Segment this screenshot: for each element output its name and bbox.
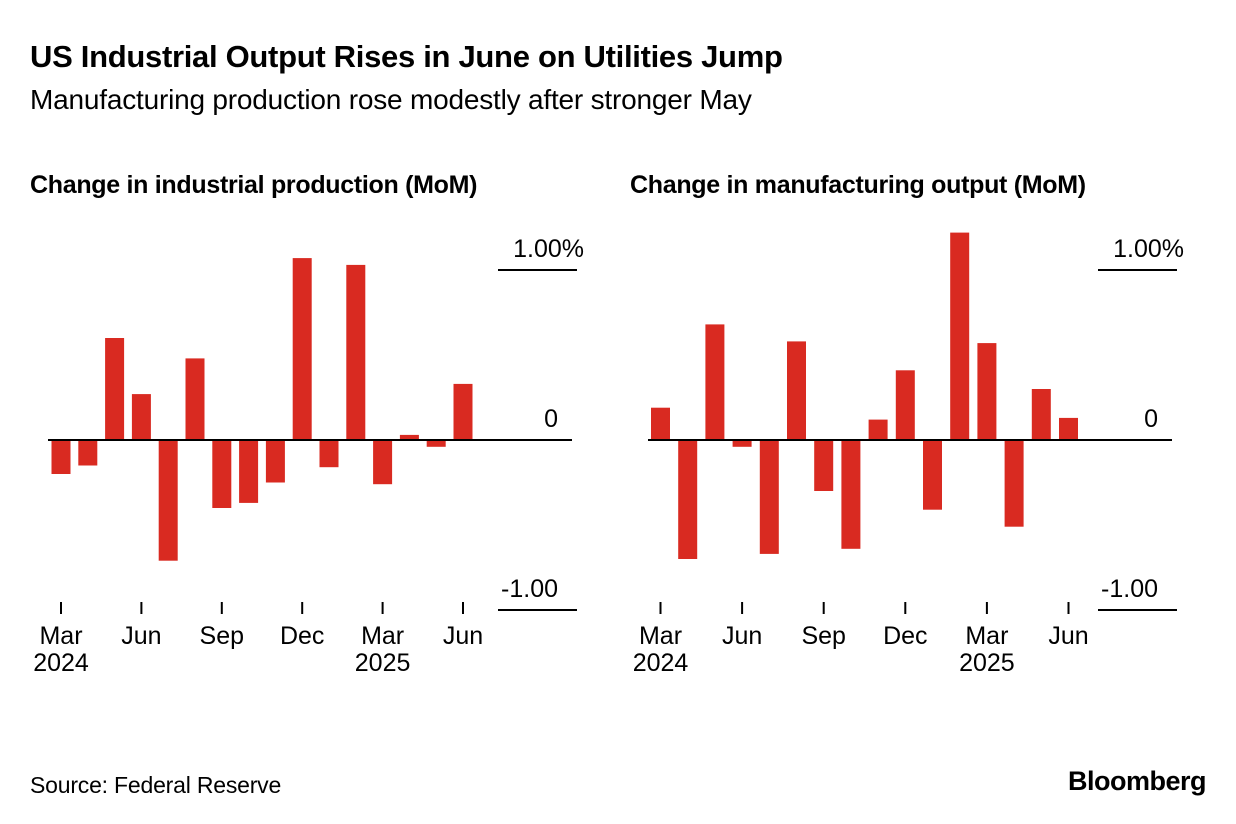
bar-mar-2025 <box>373 439 393 484</box>
y-axis-label: 1.00% <box>513 235 584 263</box>
x-axis-year-label: 2024 <box>633 649 689 677</box>
bar-aug-2024 <box>185 357 205 440</box>
bar-jan-2025 <box>319 439 339 467</box>
chart-panel-industrial-production: Change in industrial production (MoM) 1.… <box>30 171 588 678</box>
bar-oct-2024 <box>841 439 861 549</box>
page-title: US Industrial Output Rises in June on Ut… <box>30 39 783 74</box>
bar-nov-2024 <box>868 419 888 440</box>
bar-apr-2025 <box>1004 439 1024 527</box>
x-axis-month-label: Jun <box>121 622 161 650</box>
bar-may-2025 <box>426 439 446 447</box>
x-axis-month-label: Dec <box>883 622 927 650</box>
bar-dec-2024 <box>895 369 915 440</box>
chart-title-manufacturing-output: Change in manufacturing output (MoM) <box>630 171 1086 199</box>
bar-jan-2025 <box>923 439 942 510</box>
x-axis-month-label: Mar <box>39 622 82 650</box>
bar-jun-2025 <box>1059 417 1078 440</box>
bloomberg-logo: Bloomberg <box>1067 766 1207 796</box>
source-label: Source: Federal Reserve <box>30 772 282 798</box>
bar-jun-2024 <box>131 393 151 440</box>
bar-sep-2024 <box>212 439 232 508</box>
bar-dec-2024 <box>292 257 312 440</box>
bar-mar-2024 <box>651 407 670 440</box>
bar-apr-2024 <box>78 439 98 465</box>
bar-jun-2024 <box>732 439 752 447</box>
bar-may-2024 <box>705 323 725 440</box>
bar-jun-2025 <box>453 383 473 440</box>
x-axis-month-label: Mar <box>965 622 1008 650</box>
x-axis-month-label: Mar <box>361 622 404 650</box>
x-axis-month-label: Jun <box>443 622 483 650</box>
bar-nov-2024 <box>265 439 285 482</box>
x-axis-year-label: 2025 <box>959 649 1015 677</box>
page-subtitle: Manufacturing production rose modestly a… <box>30 84 752 115</box>
bar-apr-2025 <box>399 434 419 440</box>
bar-jul-2024 <box>759 439 779 554</box>
bar-oct-2024 <box>239 439 259 503</box>
x-axis-month-label: Sep <box>200 622 244 650</box>
x-axis-year-label: 2024 <box>33 649 89 677</box>
bar-mar-2024 <box>51 439 71 474</box>
bar-apr-2024 <box>678 439 698 559</box>
y-axis-label: -1.00 <box>1101 575 1158 603</box>
y-axis-label: 0 <box>544 405 558 433</box>
bar-feb-2025 <box>346 264 366 440</box>
y-axis-label: 1.00% <box>1113 235 1184 263</box>
x-axis-month-label: Sep <box>801 622 845 650</box>
x-axis-month-label: Dec <box>280 622 324 650</box>
x-axis-month-label: Mar <box>639 622 682 650</box>
bar-jul-2024 <box>158 439 178 561</box>
y-axis-label: -1.00 <box>501 575 558 603</box>
bar-feb-2025 <box>950 232 970 440</box>
x-axis-month-label: Jun <box>1048 622 1088 650</box>
bar-sep-2024 <box>814 439 834 491</box>
bar-may-2025 <box>1031 388 1051 440</box>
bar-aug-2024 <box>787 340 806 440</box>
chart-panel-manufacturing-output: Change in manufacturing output (MoM) 1.0… <box>630 171 1188 678</box>
chart-title-industrial-production: Change in industrial production (MoM) <box>30 171 478 199</box>
bar-may-2024 <box>105 337 125 440</box>
y-axis-label: 0 <box>1144 405 1158 433</box>
x-axis-month-label: Jun <box>722 622 762 650</box>
x-axis-year-label: 2025 <box>355 649 411 677</box>
bar-mar-2025 <box>977 342 997 440</box>
